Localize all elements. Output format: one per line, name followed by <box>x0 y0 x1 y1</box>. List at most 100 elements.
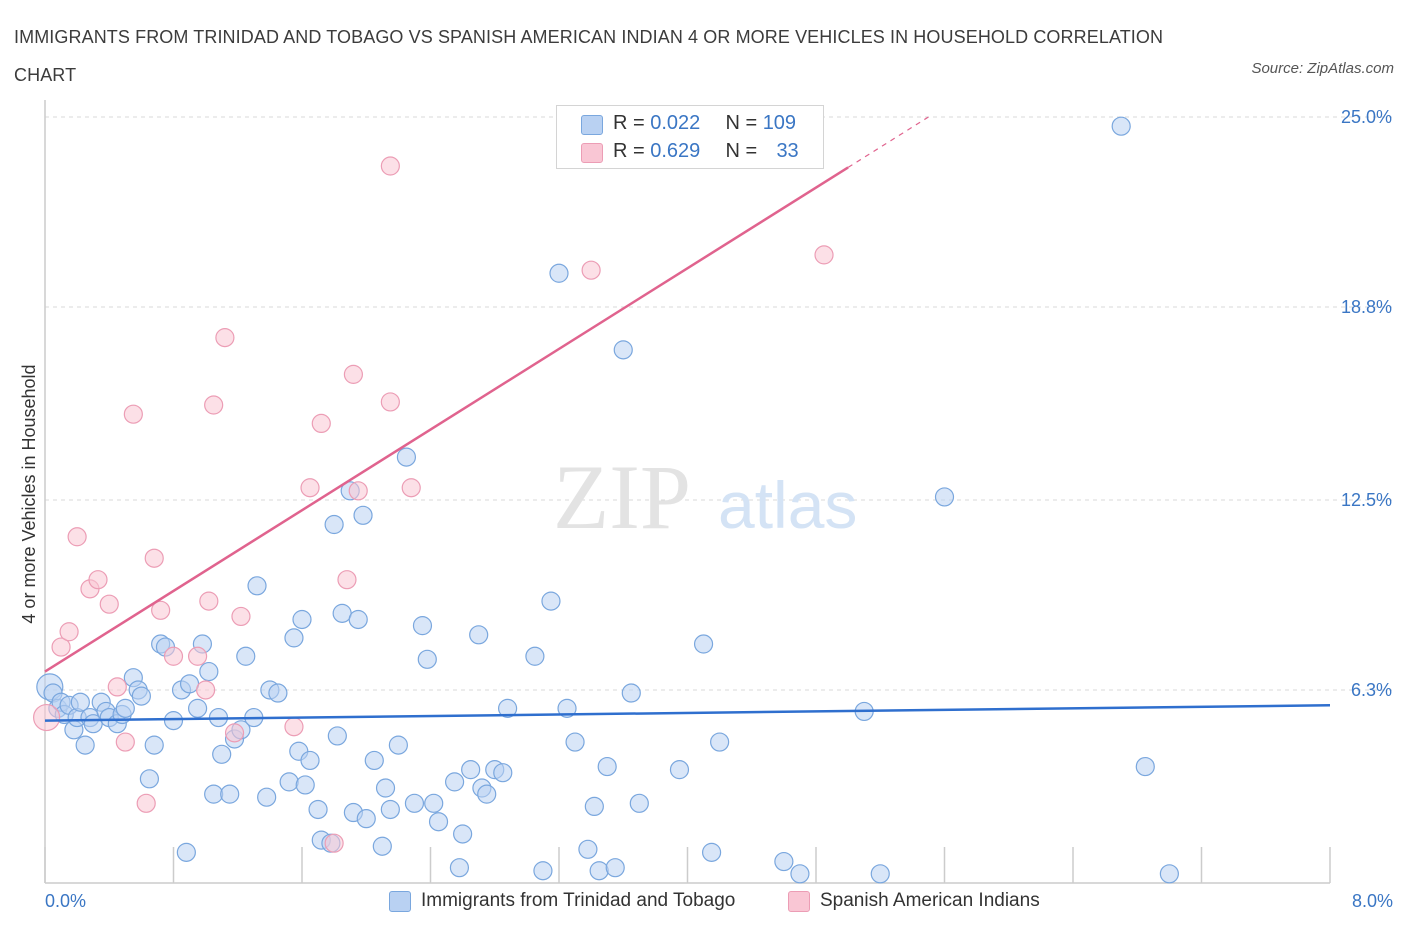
data-point-blue <box>1159 864 1179 884</box>
data-point-blue <box>541 591 561 611</box>
data-point-blue <box>396 447 417 467</box>
data-point-blue <box>1135 756 1155 777</box>
data-point-blue <box>179 674 200 694</box>
data-point-blue <box>324 514 344 535</box>
data-point-blue <box>279 772 299 792</box>
data-point-blue <box>375 778 396 798</box>
data-point-blue <box>453 824 473 844</box>
data-point-blue <box>549 263 569 283</box>
data-point-pink <box>311 413 331 433</box>
data-point-blue <box>204 784 224 804</box>
data-point-blue <box>533 861 553 881</box>
data-point-blue <box>477 784 497 804</box>
data-point-pink <box>115 732 135 752</box>
x-tick-label: 0.0% <box>45 891 86 911</box>
data-point-blue <box>629 793 649 813</box>
chart-title: IMMIGRANTS FROM TRINIDAD AND TOBAGO VS S… <box>14 27 1164 85</box>
data-point-blue <box>300 750 320 771</box>
data-point-blue <box>621 683 641 703</box>
data-point-blue <box>584 796 604 817</box>
data-point-blue <box>356 809 376 829</box>
data-point-pink <box>284 717 304 737</box>
data-point-blue <box>292 609 312 630</box>
data-point-blue <box>75 735 95 755</box>
data-point-pink <box>581 260 601 280</box>
data-point-blue <box>669 760 690 780</box>
data-point-pink <box>123 404 143 424</box>
data-point-blue <box>295 775 315 795</box>
legend-n-value-2: 33 <box>776 140 799 162</box>
data-point-pink <box>196 680 216 700</box>
watermark-atlas: atlas <box>718 468 857 542</box>
data-point-pink <box>343 364 363 384</box>
legend-r-value-1: 0.022 <box>650 112 701 134</box>
data-point-blue <box>461 760 481 780</box>
data-point-blue <box>498 698 518 718</box>
data-point-pink <box>163 646 184 666</box>
data-point-pink <box>300 478 320 498</box>
data-point-blue <box>199 661 219 682</box>
data-point-blue <box>605 858 625 878</box>
data-point-blue <box>525 646 545 666</box>
data-point-blue <box>70 692 90 712</box>
data-point-pink <box>324 833 344 853</box>
data-point-pink <box>33 703 61 732</box>
legend-swatch-blue <box>581 115 603 135</box>
legend-n-label: N = <box>725 140 758 162</box>
data-point-blue <box>1111 116 1131 136</box>
trend-line-blue <box>44 704 1331 722</box>
legend-r-label: R = <box>613 140 645 162</box>
data-point-pink <box>231 606 251 627</box>
data-point-pink <box>88 570 108 590</box>
data-point-blue <box>870 864 890 884</box>
data-point-blue <box>934 487 955 507</box>
y-tick-label: 18.8% <box>1341 297 1392 317</box>
data-point-blue <box>597 756 617 777</box>
data-point-blue <box>327 726 347 746</box>
data-point-pink <box>215 328 235 348</box>
data-point-blue <box>565 732 585 752</box>
data-point-blue <box>332 603 352 623</box>
data-point-blue <box>163 711 184 731</box>
bottom-legend-label-2: Spanish American Indians <box>820 890 1040 911</box>
y-axis-label: 4 or more Vehicles in Household <box>19 364 39 623</box>
data-point-pink <box>59 622 79 642</box>
data-point-blue <box>212 744 232 764</box>
data-point-blue <box>589 861 609 881</box>
data-point-blue <box>144 735 164 755</box>
y-tick-label: 6.3% <box>1351 680 1392 700</box>
legend-r-value-2: 0.629 <box>650 140 701 162</box>
trend-line-pink-extension <box>847 116 929 168</box>
legend: R = 0.022 N = 109 R = 0.629 N = 33 <box>556 105 824 169</box>
data-point-blue <box>257 787 277 807</box>
data-point-blue <box>380 799 400 820</box>
data-point-blue <box>701 842 722 862</box>
data-point-blue <box>693 634 714 654</box>
y-tick-label: 25.0% <box>1341 107 1392 127</box>
legend-r-label: R = <box>613 112 645 134</box>
data-point-blue <box>372 836 392 856</box>
axis-layer <box>44 100 1331 884</box>
data-point-pink <box>67 527 87 547</box>
data-point-pink <box>144 548 164 568</box>
data-point-blue <box>557 698 577 718</box>
data-point-blue <box>428 812 449 832</box>
data-point-pink <box>187 646 208 666</box>
data-point-blue <box>449 858 470 878</box>
trend-line-pink <box>44 166 849 673</box>
data-point-blue <box>187 698 208 718</box>
x-tick-label: 8.0% <box>1352 891 1393 911</box>
data-point-blue <box>139 769 160 789</box>
legend-swatch-pink <box>581 143 603 163</box>
data-point-pink <box>224 723 245 743</box>
data-point-pink <box>337 570 357 590</box>
data-point-blue <box>417 649 437 669</box>
data-point-pink <box>380 156 400 176</box>
data-point-blue <box>115 698 135 718</box>
label-layer: 6.3% 12.5% 18.8% 25.0% 0.0% 8.0% <box>45 107 1393 911</box>
data-point-blue <box>131 686 151 706</box>
data-point-blue <box>412 616 433 636</box>
data-point-pink <box>199 591 219 611</box>
source-label: Source: ZipAtlas.com <box>1251 60 1394 77</box>
